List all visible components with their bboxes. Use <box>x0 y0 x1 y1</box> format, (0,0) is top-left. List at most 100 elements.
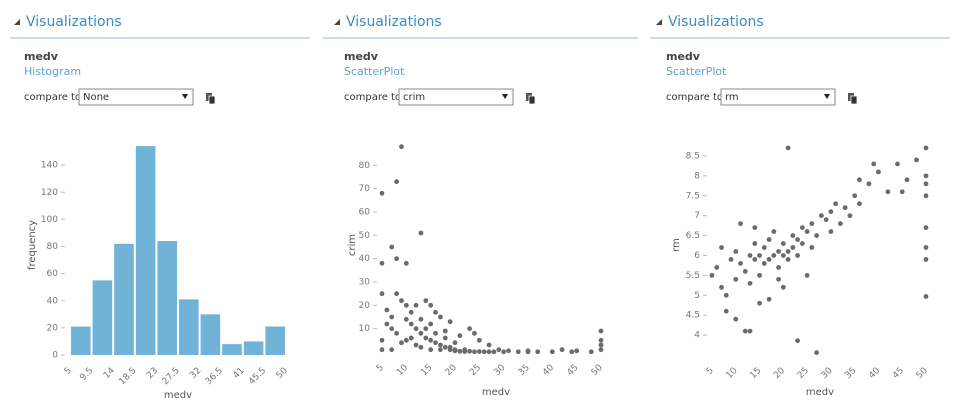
point <box>809 245 815 250</box>
panel-header[interactable]: Visualizations <box>668 14 764 30</box>
panel-header[interactable]: Visualizations <box>346 14 442 30</box>
point <box>457 333 463 339</box>
copy-icon-front[interactable] <box>850 95 858 105</box>
point <box>428 337 434 343</box>
bar <box>157 241 177 355</box>
point <box>923 245 929 250</box>
point <box>818 213 824 219</box>
point <box>389 244 395 250</box>
point <box>795 237 800 242</box>
point <box>923 145 929 151</box>
point <box>433 309 438 315</box>
point <box>598 347 604 353</box>
collapse-icon[interactable] <box>14 19 20 25</box>
compare-value[interactable]: rm <box>725 92 739 103</box>
compare-select[interactable] <box>720 88 836 106</box>
point <box>776 276 781 282</box>
point <box>733 249 739 254</box>
point <box>423 335 429 341</box>
copy-icon-front[interactable] <box>208 95 216 105</box>
point <box>394 256 399 262</box>
point <box>790 233 796 238</box>
point <box>394 179 399 185</box>
point <box>442 328 448 334</box>
point <box>785 249 791 254</box>
bar <box>135 146 156 355</box>
point <box>761 245 767 250</box>
x-axis-label: medv <box>164 390 192 401</box>
point <box>408 309 414 315</box>
field-name: medv <box>666 50 701 63</box>
panel-header[interactable]: Visualizations <box>26 14 122 30</box>
point <box>814 350 820 356</box>
point <box>472 330 477 336</box>
bar <box>222 344 242 355</box>
point <box>389 347 395 353</box>
point <box>384 307 390 313</box>
point <box>728 257 734 262</box>
compare-select[interactable] <box>398 88 514 106</box>
point <box>428 302 434 308</box>
point <box>776 265 781 270</box>
bar <box>92 280 113 355</box>
y-tick-label: 140 <box>41 161 58 171</box>
y-tick-label: 70 <box>359 184 371 194</box>
point <box>413 302 419 308</box>
point <box>871 161 877 167</box>
point <box>403 302 409 308</box>
point <box>757 253 762 258</box>
point <box>757 272 762 278</box>
point <box>823 217 829 223</box>
collapse-icon[interactable] <box>656 19 662 25</box>
point <box>389 326 395 332</box>
point <box>804 229 810 234</box>
point <box>569 349 575 355</box>
point <box>413 342 419 348</box>
collapse-icon[interactable] <box>334 19 340 25</box>
point <box>559 347 565 353</box>
point <box>433 340 438 346</box>
point <box>598 342 604 348</box>
dropdown-arrow <box>502 94 508 99</box>
y-axis-label: crim <box>347 234 358 256</box>
chart-kind: Histogram <box>24 65 81 78</box>
point <box>752 257 758 262</box>
point <box>462 347 468 353</box>
x-axis-label: medv <box>482 387 510 398</box>
compare-select[interactable] <box>78 88 194 106</box>
compare-value[interactable]: None <box>83 92 109 103</box>
point <box>790 245 796 250</box>
point <box>598 337 604 343</box>
point <box>549 349 555 355</box>
point <box>709 272 715 278</box>
point <box>757 300 762 306</box>
point <box>418 316 424 322</box>
x-axis-label: medv <box>806 387 834 398</box>
y-tick-label: 20 <box>47 323 59 333</box>
point <box>384 321 390 327</box>
point <box>923 257 929 262</box>
dropdown-arrow <box>182 94 188 99</box>
chart-kind: ScatterPlot <box>666 65 727 78</box>
point <box>780 284 786 290</box>
point <box>535 349 541 355</box>
point <box>766 296 772 302</box>
copy-icon-front[interactable] <box>528 95 536 105</box>
point <box>481 349 487 355</box>
point <box>780 241 786 246</box>
point <box>598 328 604 334</box>
y-tick-label: 8 <box>694 171 700 181</box>
point <box>428 321 434 327</box>
point <box>399 298 404 304</box>
point <box>833 201 839 207</box>
point <box>525 348 531 354</box>
bar <box>71 326 91 355</box>
point <box>452 340 458 346</box>
point <box>452 347 458 353</box>
point <box>719 284 724 290</box>
compare-label: compare to <box>666 92 723 103</box>
point <box>785 257 791 262</box>
compare-value[interactable]: crim <box>403 92 425 103</box>
y-tick-label: 40 <box>47 296 59 306</box>
point <box>403 260 409 266</box>
